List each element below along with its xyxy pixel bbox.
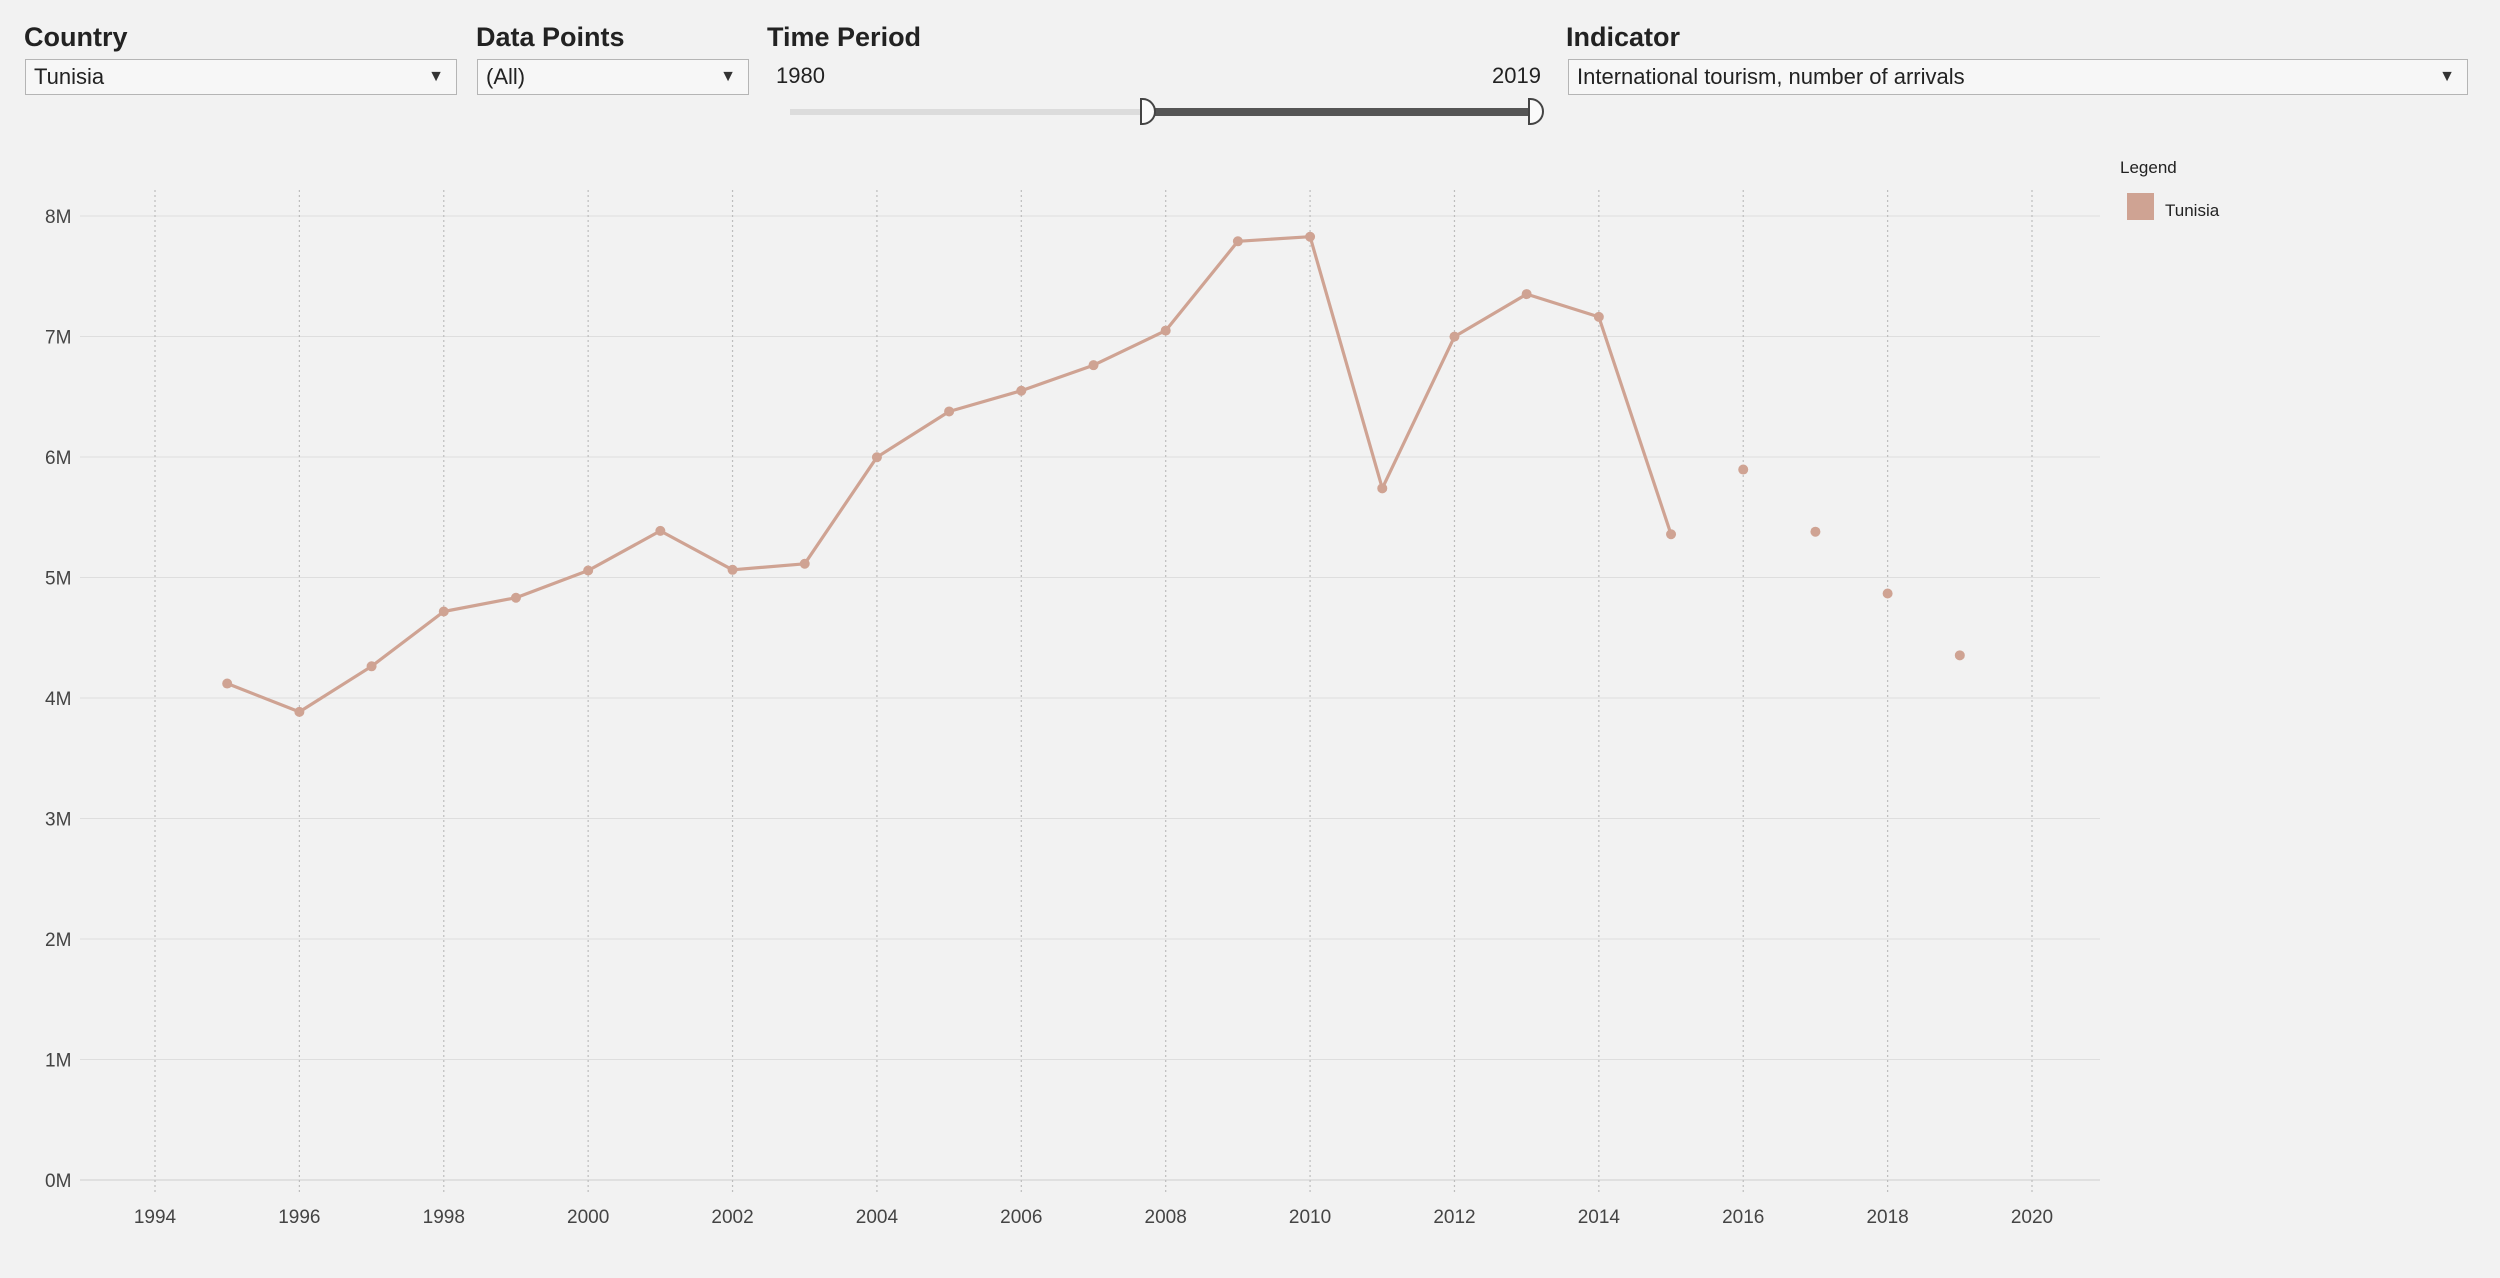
x-tick-label: 1996 xyxy=(278,1207,320,1228)
x-tick-label: 2002 xyxy=(711,1207,753,1228)
x-tick-label: 2000 xyxy=(567,1207,609,1228)
x-tick-label: 2018 xyxy=(1866,1207,1908,1228)
country-label: Country xyxy=(24,22,128,52)
data-point xyxy=(1232,236,1243,247)
data-point xyxy=(871,452,882,463)
y-tick-label: 5M xyxy=(45,569,71,590)
country-select-value: Tunisia xyxy=(34,64,105,89)
data-point xyxy=(1016,385,1027,396)
data-point xyxy=(1593,311,1604,322)
y-tick-label: 3M xyxy=(45,810,71,831)
data-point xyxy=(366,661,377,672)
data-point xyxy=(799,558,810,569)
y-tick-label: 7M xyxy=(45,328,71,349)
legend-swatch-tunisia xyxy=(2127,193,2154,220)
indicator-select-value: International tourism, number of arrival… xyxy=(1577,64,1965,89)
country-select[interactable]: Tunisia ▼ xyxy=(25,59,457,95)
slider-selected-range xyxy=(1148,108,1536,116)
data-point xyxy=(1088,360,1099,371)
data-point xyxy=(1738,464,1749,475)
y-tick-label: 8M xyxy=(45,207,71,228)
data-point xyxy=(655,525,666,536)
time-period-label: Time Period xyxy=(767,22,922,52)
x-tick-label: 2008 xyxy=(1145,1207,1187,1228)
chevron-down-icon: ▼ xyxy=(428,68,444,85)
y-tick-label: 2M xyxy=(45,930,71,951)
data-point xyxy=(1954,650,1965,661)
data-point xyxy=(438,606,449,617)
data-points-select-value: (All) xyxy=(486,64,526,89)
data-point xyxy=(1160,325,1171,336)
data-point xyxy=(510,592,521,603)
y-tick-label: 0M xyxy=(45,1171,71,1192)
chevron-down-icon: ▼ xyxy=(2439,68,2455,85)
x-tick-label: 2010 xyxy=(1289,1207,1331,1228)
data-point xyxy=(222,678,233,689)
y-tick-label: 6M xyxy=(45,448,71,469)
data-point xyxy=(944,406,955,417)
x-tick-label: 2006 xyxy=(1000,1207,1042,1228)
x-tick-label: 1994 xyxy=(134,1207,177,1228)
y-tick-label: 1M xyxy=(45,1051,71,1072)
time-period-start: 1980 xyxy=(776,63,825,88)
data-points-select[interactable]: (All) ▼ xyxy=(477,59,749,95)
data-point xyxy=(1449,331,1460,342)
x-tick-label: 2014 xyxy=(1578,1207,1621,1228)
legend-title: Legend xyxy=(2120,158,2177,177)
data-point xyxy=(727,564,738,575)
y-tick-label: 4M xyxy=(45,689,71,710)
data-point xyxy=(1377,483,1388,494)
x-tick-label: 2012 xyxy=(1433,1207,1475,1228)
data-point xyxy=(1882,588,1893,599)
legend-label-tunisia[interactable]: Tunisia xyxy=(2165,201,2220,220)
data-points-label: Data Points xyxy=(476,22,625,52)
x-tick-label: 2004 xyxy=(856,1207,899,1228)
data-point xyxy=(294,706,305,717)
data-point xyxy=(1305,231,1316,242)
data-point xyxy=(583,565,594,576)
data-point xyxy=(1810,526,1821,537)
time-period-end: 2019 xyxy=(1492,63,1541,88)
x-tick-label: 2020 xyxy=(2011,1207,2053,1228)
chevron-down-icon: ▼ xyxy=(720,68,736,85)
x-tick-label: 1998 xyxy=(423,1207,465,1228)
x-tick-label: 2016 xyxy=(1722,1207,1764,1228)
indicator-label: Indicator xyxy=(1566,22,1681,52)
data-point xyxy=(1521,289,1532,300)
indicator-select[interactable]: International tourism, number of arrival… xyxy=(1568,59,2468,95)
data-point xyxy=(1666,529,1677,540)
